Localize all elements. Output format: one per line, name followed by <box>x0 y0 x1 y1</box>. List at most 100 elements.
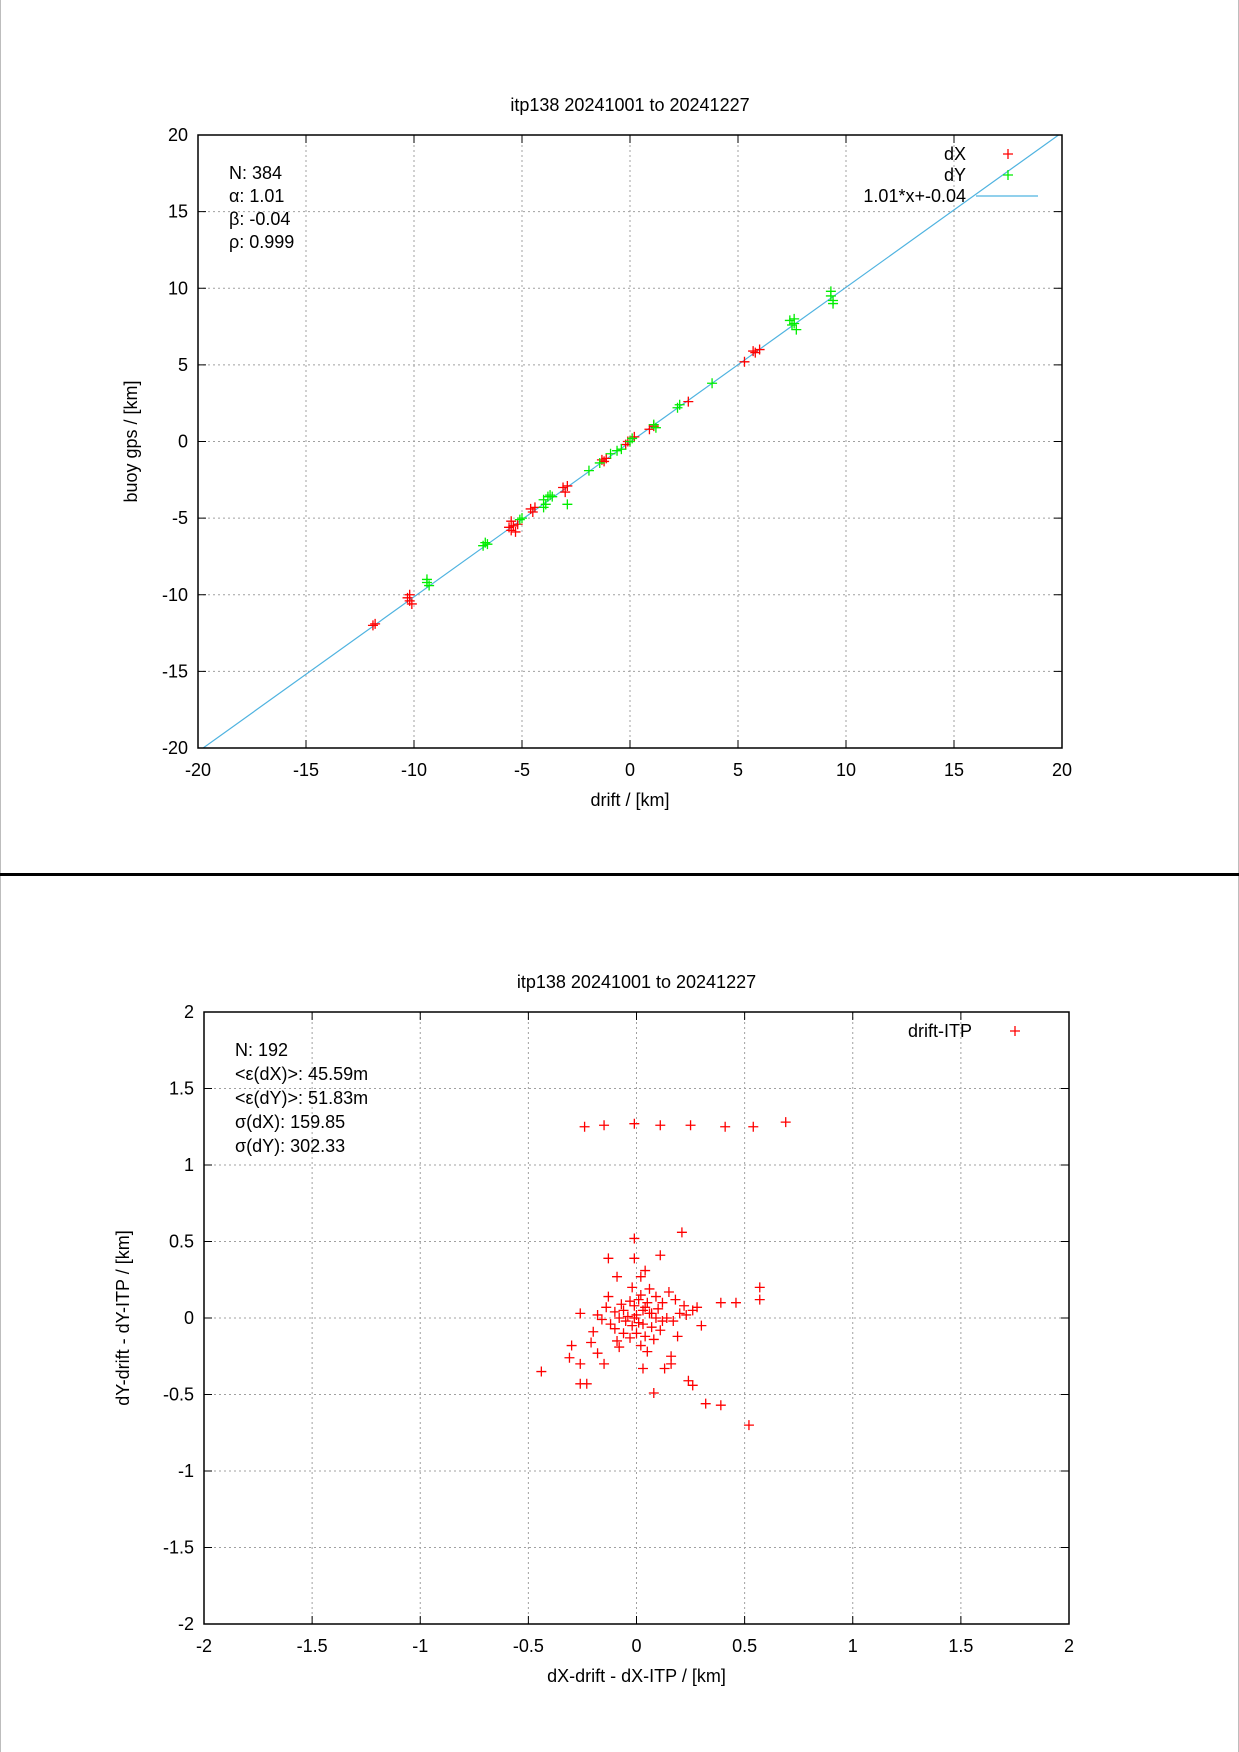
data-point <box>791 324 802 335</box>
y-axis-label: dY-drift - dY-ITP / [km] <box>113 1230 133 1405</box>
x-tick-label: -20 <box>185 760 211 780</box>
data-point <box>828 298 839 309</box>
data-point <box>696 1320 707 1331</box>
data-point <box>672 1331 683 1342</box>
data-point <box>631 1328 642 1339</box>
data-point <box>663 1286 674 1297</box>
data-point <box>566 1340 577 1351</box>
y-tick-label: 0 <box>184 1308 194 1328</box>
data-point <box>560 487 571 498</box>
data-point <box>635 1290 646 1301</box>
data-point <box>650 422 661 433</box>
data-point <box>683 1375 694 1386</box>
data-point <box>616 444 627 455</box>
data-point <box>640 1265 651 1276</box>
data-point <box>424 580 435 591</box>
y-tick-label: -10 <box>162 585 188 605</box>
data-point <box>421 574 432 585</box>
data-point <box>605 448 616 459</box>
y-tick-label: 0 <box>178 432 188 452</box>
x-tick-label: 10 <box>836 760 856 780</box>
data-point <box>754 1294 765 1305</box>
y-tick-label: 1 <box>184 1155 194 1175</box>
data-point <box>627 433 638 444</box>
x-axis-label: drift / [km] <box>590 790 669 810</box>
data-point <box>707 378 718 389</box>
y-tick-label: 1.5 <box>169 1079 194 1099</box>
x-tick-label: -1.5 <box>297 1636 328 1656</box>
data-point <box>679 1300 690 1311</box>
data-point <box>642 1346 653 1357</box>
data-point <box>780 1117 791 1128</box>
data-point <box>599 456 610 467</box>
data-point <box>720 1121 731 1132</box>
stats-line: N: 192 <box>235 1040 288 1060</box>
data-point <box>700 1398 711 1409</box>
x-tick-label: -0.5 <box>513 1636 544 1656</box>
data-point <box>739 356 750 367</box>
chart-title: itp138 20241001 to 20241227 <box>517 972 756 992</box>
data-point <box>482 539 493 550</box>
data-point <box>605 1319 616 1330</box>
data-point <box>504 522 515 533</box>
data-point <box>545 490 556 501</box>
data-point <box>668 1316 679 1327</box>
data-point <box>547 491 558 502</box>
x-tick-label: 0 <box>625 760 635 780</box>
top-chart-panel: itp138 20241001 to 20241227 -20 -15 -10 -5 0 5… <box>0 0 1239 875</box>
chart-title: itp138 20241001 to 20241227 <box>510 95 749 115</box>
data-point <box>583 465 594 476</box>
data-point <box>603 1253 614 1264</box>
data-point <box>370 618 381 629</box>
data-point <box>596 1314 607 1325</box>
data-point <box>674 399 685 410</box>
stats-line: N: 384 <box>229 163 282 183</box>
data-layer <box>536 1117 791 1431</box>
data-point <box>404 589 415 600</box>
stats-line: ρ: 0.999 <box>229 232 294 252</box>
data-point <box>564 1352 575 1363</box>
data-point <box>625 1296 636 1307</box>
x-tick-label: 20 <box>1052 760 1072 780</box>
data-point <box>616 1299 627 1310</box>
data-point <box>575 1308 586 1319</box>
data-point <box>646 1308 657 1319</box>
plot-frame <box>203 1011 1070 1625</box>
data-point <box>614 1313 625 1323</box>
y-tick-label: -5 <box>172 508 188 528</box>
data-point <box>517 513 527 524</box>
data-point <box>592 1348 603 1359</box>
data-point <box>633 1294 644 1305</box>
data-point <box>687 1305 698 1316</box>
plot-frame <box>197 134 1063 749</box>
data-point <box>575 1358 586 1369</box>
data-point <box>558 482 569 493</box>
y-tick-label: -2 <box>178 1614 194 1634</box>
data-point <box>618 1305 629 1316</box>
data-point <box>670 1294 681 1305</box>
y-tick-label: 5 <box>178 355 188 375</box>
y-tick-label: 10 <box>168 278 188 298</box>
data-point <box>666 1351 677 1362</box>
data-point <box>655 1250 666 1261</box>
data-point <box>506 516 517 527</box>
data-point <box>514 514 525 525</box>
data-point <box>650 1291 661 1302</box>
x-tick-label: -10 <box>401 760 427 780</box>
series-dY <box>421 286 839 591</box>
data-point <box>614 1342 625 1353</box>
y-tick-label: 20 <box>168 125 188 145</box>
data-point <box>512 519 523 530</box>
legend-label: drift-ITP <box>908 1021 972 1041</box>
legend-label: dX <box>944 144 966 164</box>
x-tick-label: 15 <box>944 760 964 780</box>
data-point <box>562 499 573 510</box>
data-point <box>637 1363 648 1374</box>
data-point <box>529 502 540 513</box>
data-point <box>653 1303 664 1314</box>
data-point <box>601 1302 612 1313</box>
x-tick-label: -1 <box>412 1636 428 1656</box>
data-point <box>629 1118 640 1129</box>
stats-line: β: -0.04 <box>229 209 290 229</box>
data-point <box>579 1121 590 1132</box>
